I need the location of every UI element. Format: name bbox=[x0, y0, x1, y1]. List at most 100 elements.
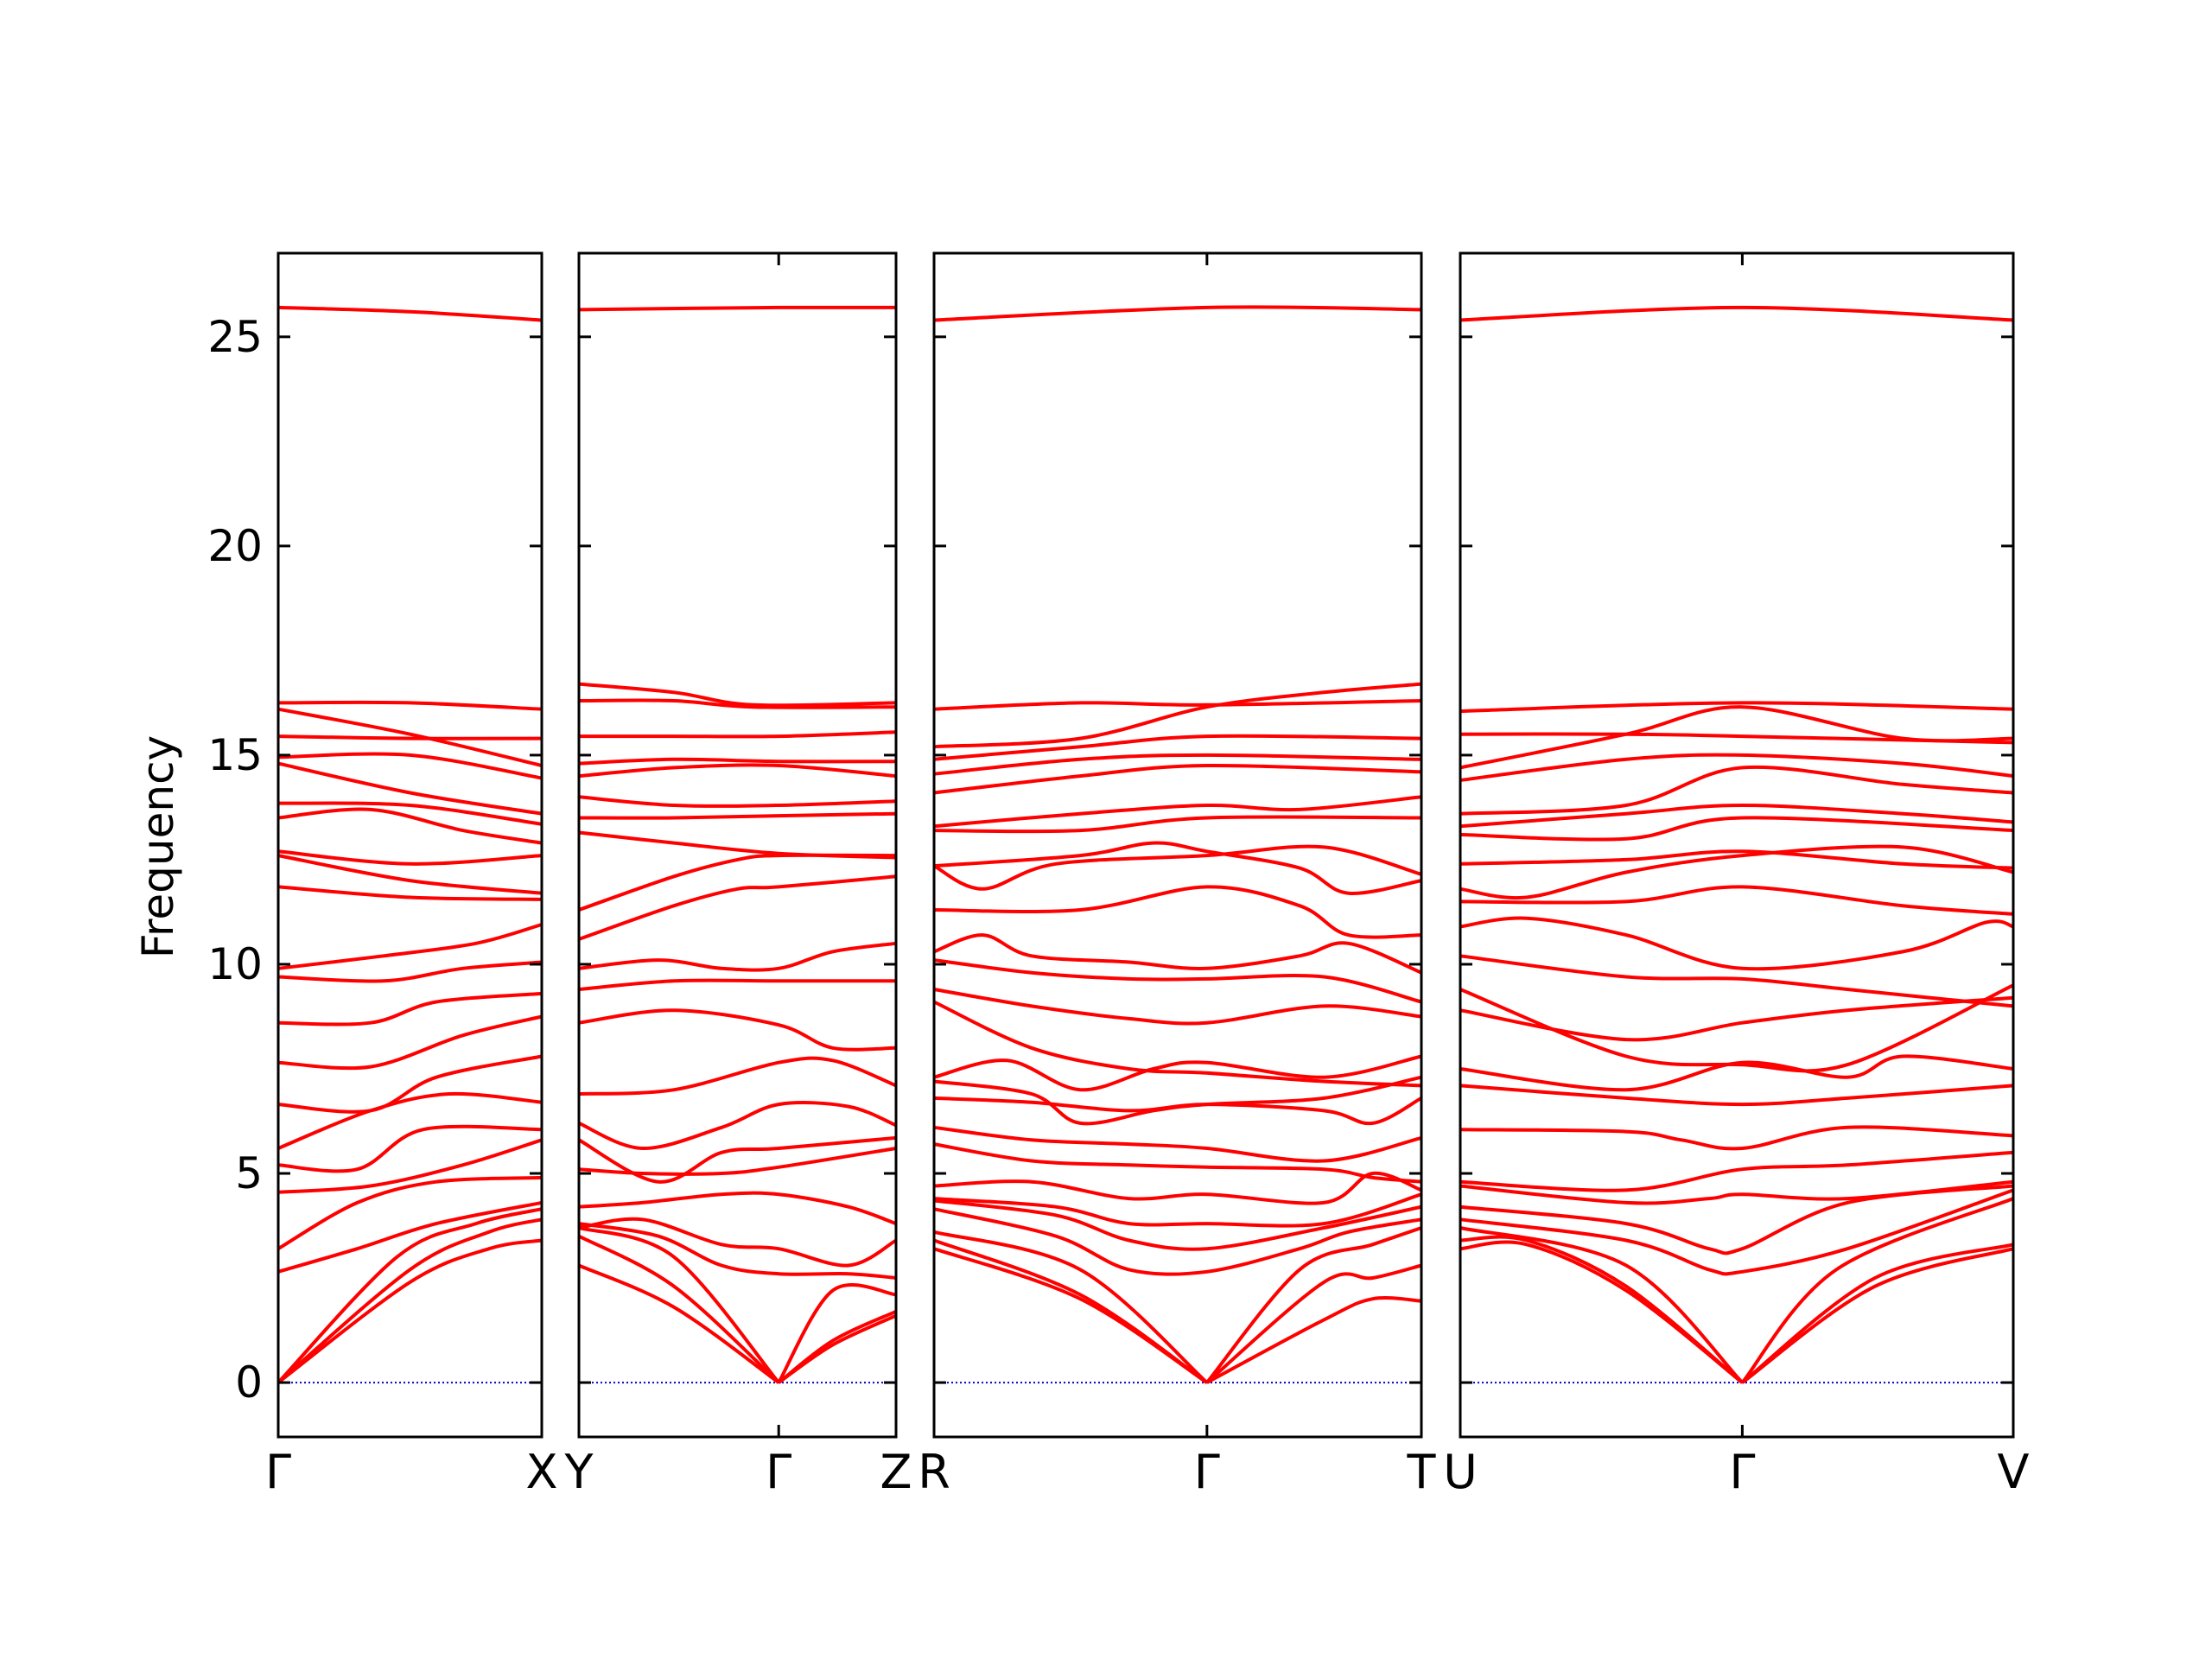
band-curve bbox=[933, 1198, 1422, 1251]
band-curve bbox=[933, 1142, 1422, 1184]
band-curve bbox=[1205, 1263, 1422, 1384]
band-curve bbox=[277, 734, 543, 741]
band-curve bbox=[1741, 1243, 2014, 1384]
band-curve bbox=[578, 1056, 897, 1096]
band-curve bbox=[578, 1008, 897, 1052]
band-curve bbox=[933, 885, 1422, 939]
kpoint-label: T bbox=[1407, 1445, 1437, 1499]
band-curve bbox=[933, 1000, 1422, 1088]
band-curve bbox=[1459, 1054, 2014, 1092]
band-curve bbox=[1459, 753, 2014, 782]
band-curve bbox=[578, 1217, 898, 1268]
band-curve bbox=[277, 1138, 543, 1194]
band-curve bbox=[1205, 1226, 1422, 1384]
band-curve bbox=[1459, 916, 2014, 971]
band-curve bbox=[276, 1238, 543, 1384]
band-curve bbox=[277, 707, 543, 767]
panel-frame bbox=[932, 251, 1423, 1439]
band-curve bbox=[1459, 849, 2014, 870]
band-curve bbox=[277, 801, 543, 826]
band-curve bbox=[933, 795, 1422, 829]
kpoint-label: Γ bbox=[1729, 1445, 1755, 1499]
y-tick-label: 10 bbox=[207, 939, 263, 989]
band-curve bbox=[578, 978, 896, 991]
band-curve bbox=[578, 757, 897, 766]
band-curve bbox=[578, 1263, 780, 1384]
band-curve bbox=[578, 811, 897, 820]
band-curve bbox=[277, 960, 543, 983]
panel-frame bbox=[276, 251, 543, 1439]
band-curve bbox=[1459, 816, 2014, 842]
band-curve bbox=[933, 1125, 1422, 1163]
band-curve bbox=[1459, 701, 2014, 714]
kpoint-label: X bbox=[526, 1445, 558, 1499]
band-curve bbox=[578, 1226, 780, 1384]
band-curve bbox=[276, 1175, 543, 1250]
band-curve bbox=[1459, 995, 2014, 1042]
kpoint-label: Γ bbox=[766, 1445, 791, 1499]
band-curve bbox=[933, 734, 1422, 761]
band-curve bbox=[277, 305, 543, 322]
band-curve bbox=[933, 1207, 1422, 1276]
band-curve bbox=[1459, 954, 2014, 1008]
band-curve bbox=[1459, 1235, 1744, 1384]
band-curve bbox=[933, 933, 1422, 975]
band-curve bbox=[277, 885, 543, 901]
band-curve bbox=[1459, 1084, 2014, 1107]
band-curve bbox=[933, 1238, 1208, 1384]
band-curve bbox=[277, 1200, 543, 1274]
band-curve bbox=[277, 752, 543, 780]
band-curve bbox=[1459, 765, 2014, 816]
band-curve bbox=[1205, 1296, 1422, 1384]
band-curve bbox=[1459, 1150, 2014, 1192]
panel-frame bbox=[1459, 251, 2015, 1439]
band-curve bbox=[933, 1230, 1209, 1384]
band-curve bbox=[933, 841, 1422, 895]
y-tick-label: 0 bbox=[235, 1357, 263, 1408]
band-curve bbox=[1459, 885, 2014, 916]
y-tick-label: 20 bbox=[207, 521, 263, 571]
band-curve bbox=[1459, 1188, 2014, 1276]
band-curve bbox=[933, 988, 1422, 1026]
band-curve bbox=[1459, 305, 2014, 322]
band-curve bbox=[277, 807, 543, 845]
band-curve bbox=[1459, 1226, 1744, 1384]
tick-marks bbox=[278, 253, 2013, 1437]
band-curve bbox=[276, 1217, 543, 1384]
band-curve bbox=[777, 1282, 897, 1384]
kpoint-label: Y bbox=[564, 1445, 594, 1499]
band-curve bbox=[578, 698, 897, 709]
band-curve bbox=[578, 941, 897, 972]
y-tick-label: 5 bbox=[235, 1148, 263, 1198]
band-curve bbox=[277, 854, 543, 895]
kpoint-label: R bbox=[918, 1445, 950, 1499]
band-curve bbox=[933, 844, 1422, 891]
band-curve bbox=[578, 874, 897, 941]
band-curve bbox=[1459, 1125, 2014, 1151]
band-curve bbox=[1740, 1197, 2014, 1384]
kpoint-label: U bbox=[1443, 1445, 1478, 1499]
band-curve bbox=[578, 830, 897, 860]
kpoint-label: Z bbox=[880, 1445, 912, 1499]
band-curve bbox=[933, 1192, 1422, 1228]
y-axis-label: Frequency bbox=[133, 735, 183, 958]
band-curve bbox=[578, 1147, 897, 1176]
band-curve bbox=[277, 1124, 543, 1173]
band-curve bbox=[933, 753, 1422, 776]
band-curve bbox=[933, 763, 1422, 795]
band-curve bbox=[578, 1135, 897, 1184]
band-curve bbox=[277, 1091, 543, 1150]
band-curve bbox=[777, 1309, 897, 1384]
band-curve bbox=[578, 1222, 897, 1280]
band-curve bbox=[933, 1075, 1422, 1126]
band-curve bbox=[277, 923, 543, 970]
band-curve bbox=[578, 763, 897, 779]
band-curve bbox=[933, 815, 1422, 834]
y-tick-label: 25 bbox=[207, 312, 263, 362]
band-curve bbox=[933, 305, 1422, 322]
band-curve bbox=[1459, 732, 2014, 745]
panel-frame bbox=[577, 251, 898, 1439]
kpoint-label: Γ bbox=[1194, 1445, 1220, 1499]
